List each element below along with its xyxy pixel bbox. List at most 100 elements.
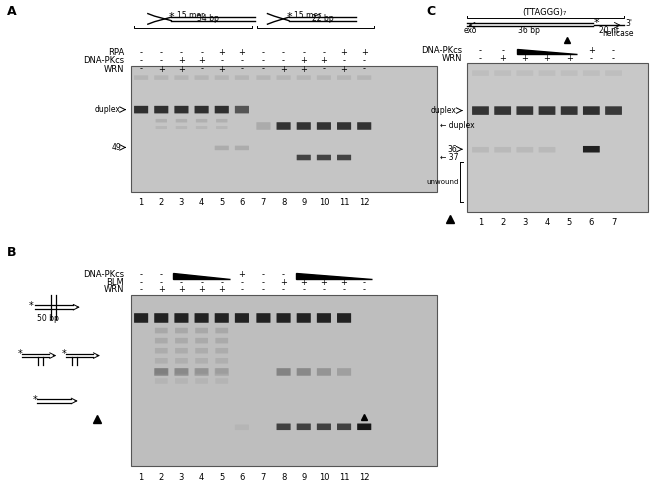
FancyBboxPatch shape <box>155 358 167 363</box>
FancyBboxPatch shape <box>175 328 188 333</box>
Text: +: + <box>300 56 307 66</box>
Text: -: - <box>262 65 265 74</box>
FancyBboxPatch shape <box>235 313 249 323</box>
Text: *: * <box>593 18 599 28</box>
Text: +: + <box>218 285 225 294</box>
Text: 2: 2 <box>159 198 164 207</box>
FancyBboxPatch shape <box>472 106 489 115</box>
Text: +: + <box>300 278 307 287</box>
Text: 34 bp: 34 bp <box>198 14 219 23</box>
Text: helicase: helicase <box>603 29 634 38</box>
Text: +: + <box>239 270 245 279</box>
Text: -: - <box>343 56 345 66</box>
Text: 5: 5 <box>219 198 224 207</box>
Text: WRN: WRN <box>103 65 124 74</box>
FancyBboxPatch shape <box>175 368 188 373</box>
Text: 3: 3 <box>179 473 184 482</box>
Polygon shape <box>517 49 577 54</box>
Text: 4: 4 <box>199 473 204 482</box>
FancyBboxPatch shape <box>175 368 188 376</box>
Text: 1: 1 <box>138 473 144 482</box>
FancyBboxPatch shape <box>155 119 167 122</box>
Text: 9: 9 <box>301 198 306 207</box>
Text: +: + <box>521 54 528 63</box>
FancyBboxPatch shape <box>337 313 351 323</box>
Text: 7: 7 <box>261 198 266 207</box>
Text: +: + <box>321 278 327 287</box>
Text: 1: 1 <box>478 218 483 227</box>
Text: -: - <box>323 285 325 294</box>
Text: -: - <box>363 278 366 287</box>
Text: duplex: duplex <box>431 106 457 115</box>
Text: -: - <box>282 285 285 294</box>
FancyBboxPatch shape <box>155 368 167 373</box>
FancyBboxPatch shape <box>495 147 511 153</box>
Text: -: - <box>262 48 265 57</box>
Text: 36: 36 <box>447 145 457 154</box>
FancyBboxPatch shape <box>495 106 511 115</box>
Text: -: - <box>220 56 223 66</box>
FancyBboxPatch shape <box>195 338 208 343</box>
FancyBboxPatch shape <box>215 348 228 353</box>
Text: 15 mer: 15 mer <box>177 11 204 20</box>
Text: +: + <box>178 65 185 74</box>
Text: -: - <box>140 56 142 66</box>
FancyBboxPatch shape <box>516 106 534 115</box>
Text: 6: 6 <box>589 218 594 227</box>
Text: -: - <box>479 46 482 55</box>
Text: -: - <box>140 270 142 279</box>
FancyBboxPatch shape <box>538 106 555 115</box>
Text: +: + <box>341 278 347 287</box>
Text: -: - <box>180 278 183 287</box>
Text: +: + <box>321 56 327 66</box>
Text: 6: 6 <box>239 473 245 482</box>
FancyBboxPatch shape <box>154 368 168 376</box>
FancyBboxPatch shape <box>495 71 511 76</box>
Text: -: - <box>363 285 366 294</box>
FancyBboxPatch shape <box>337 155 351 160</box>
Text: C: C <box>427 5 436 18</box>
Text: -: - <box>241 285 243 294</box>
Text: 8: 8 <box>281 473 286 482</box>
FancyBboxPatch shape <box>195 313 208 323</box>
FancyBboxPatch shape <box>358 122 372 130</box>
Text: -: - <box>612 54 615 63</box>
FancyBboxPatch shape <box>605 71 622 76</box>
Text: ← 37: ← 37 <box>440 153 459 162</box>
FancyBboxPatch shape <box>358 423 372 430</box>
Text: 4: 4 <box>544 218 550 227</box>
FancyBboxPatch shape <box>195 378 208 384</box>
FancyBboxPatch shape <box>195 106 208 113</box>
Text: +: + <box>218 48 225 57</box>
Text: 2: 2 <box>159 473 164 482</box>
Text: 7: 7 <box>261 473 266 482</box>
FancyBboxPatch shape <box>235 424 249 430</box>
FancyBboxPatch shape <box>276 75 290 80</box>
Text: +: + <box>544 54 550 63</box>
FancyBboxPatch shape <box>296 368 310 376</box>
Text: 8: 8 <box>281 198 286 207</box>
FancyBboxPatch shape <box>155 348 167 353</box>
Polygon shape <box>296 273 372 279</box>
Text: -: - <box>363 56 366 66</box>
Text: *: * <box>286 12 292 22</box>
FancyBboxPatch shape <box>605 106 622 115</box>
Text: DNA-PKcs: DNA-PKcs <box>83 56 124 66</box>
Text: 49: 49 <box>111 143 121 152</box>
FancyBboxPatch shape <box>276 122 290 130</box>
FancyBboxPatch shape <box>317 423 331 430</box>
Text: -: - <box>282 48 285 57</box>
Text: +: + <box>158 65 165 74</box>
FancyBboxPatch shape <box>256 122 270 130</box>
Text: -: - <box>262 270 265 279</box>
Text: 11: 11 <box>339 473 349 482</box>
Text: 50 bp: 50 bp <box>38 314 59 323</box>
FancyBboxPatch shape <box>296 423 310 430</box>
Text: -: - <box>140 278 142 287</box>
Text: -: - <box>262 278 265 287</box>
Text: duplex: duplex <box>95 105 121 114</box>
FancyBboxPatch shape <box>215 75 228 80</box>
Text: +: + <box>280 65 287 74</box>
FancyBboxPatch shape <box>296 313 310 323</box>
FancyBboxPatch shape <box>195 368 208 373</box>
